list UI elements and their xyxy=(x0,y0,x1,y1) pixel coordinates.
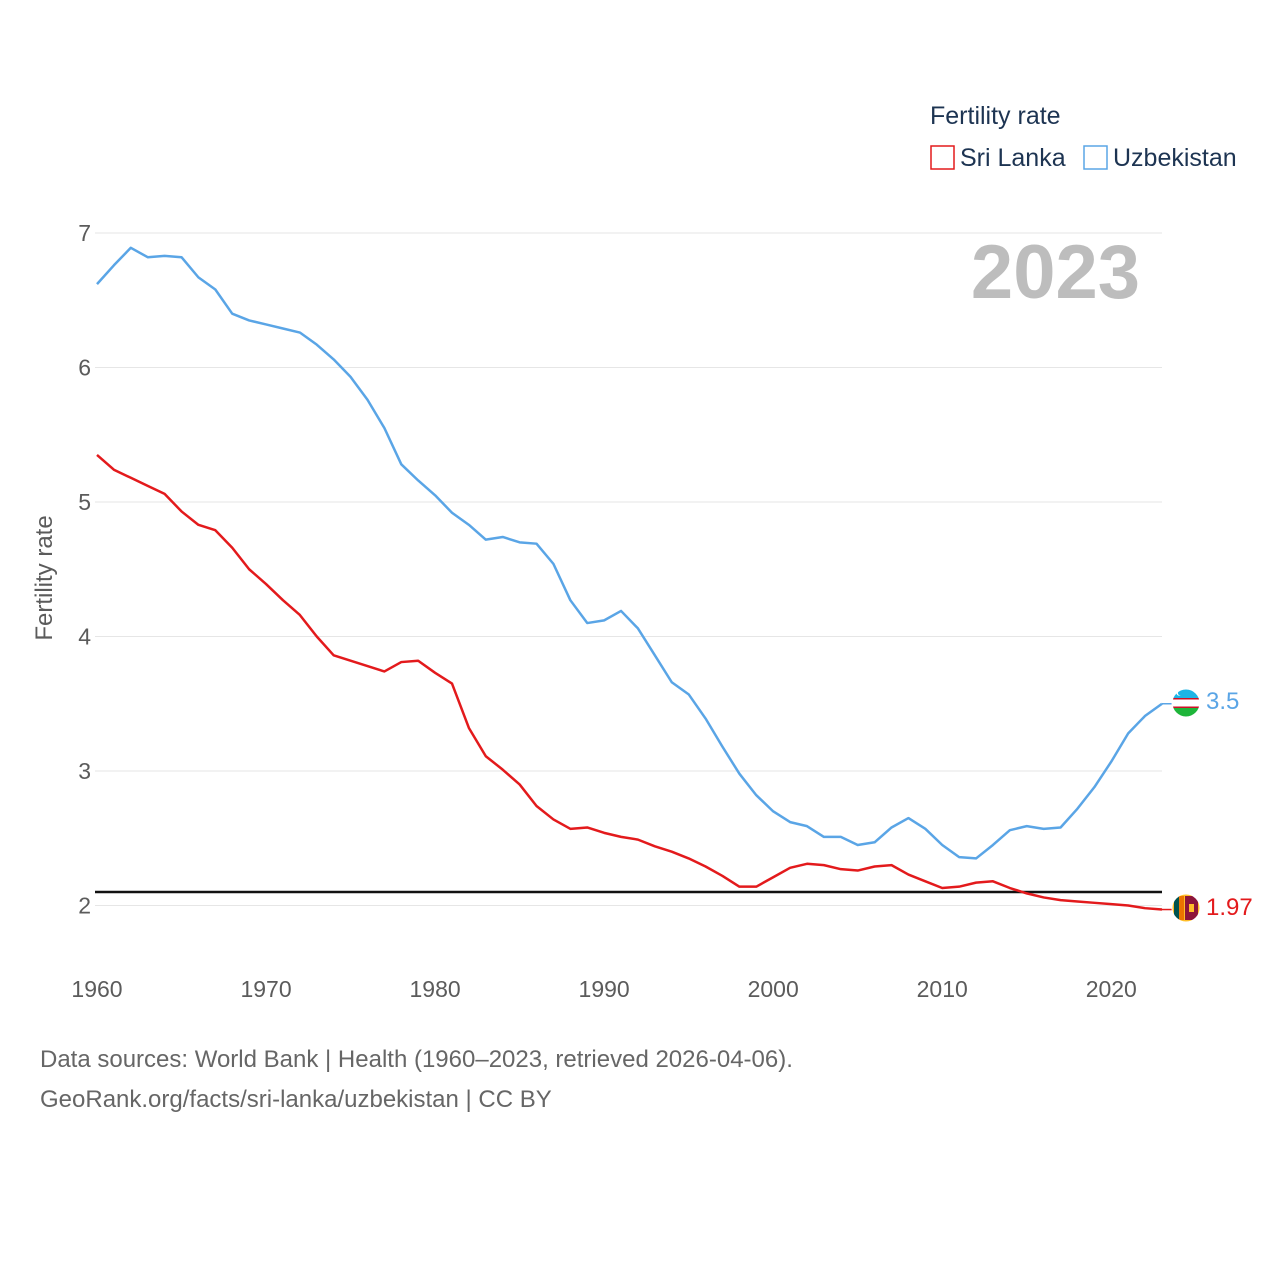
x-tick-1990: 1990 xyxy=(579,976,630,1002)
legend-swatch-uzbekistan xyxy=(1083,145,1108,170)
series-line-sri-lanka xyxy=(96,453,1163,911)
end-value-uzbekistan: 3.5 xyxy=(1206,688,1239,715)
x-tick-2000: 2000 xyxy=(748,976,799,1002)
legend-item-uzbekistan[interactable]: Uzbekistan xyxy=(1083,144,1237,172)
series-lines xyxy=(96,246,1172,911)
x-tick-2020: 2020 xyxy=(1086,976,1137,1002)
source-notes: Data sources: World Bank | Health (1960–… xyxy=(40,1040,793,1120)
y-axis-ticks: 2 3 4 5 6 7 xyxy=(78,220,91,919)
y-tick-3: 3 xyxy=(78,758,91,784)
legend-label-sri-lanka: Sri Lanka xyxy=(960,144,1066,172)
legend: Fertility rate Sri Lanka Uzbekistan xyxy=(930,102,1237,172)
x-axis-ticks: 1960 1970 1980 1990 2000 2010 2020 xyxy=(71,976,1136,1002)
x-tick-1960: 1960 xyxy=(71,976,122,1002)
y-axis-label: Fertility rate xyxy=(31,515,58,640)
y-tick-2: 2 xyxy=(78,893,91,919)
y-tick-5: 5 xyxy=(78,489,91,515)
x-tick-1980: 1980 xyxy=(410,976,461,1002)
series-line-uzbekistan xyxy=(96,246,1163,860)
end-value-sri-lanka: 1.97 xyxy=(1206,894,1253,921)
uzbekistan-flag-icon xyxy=(1171,688,1201,718)
x-tick-2010: 2010 xyxy=(917,976,968,1002)
year-label: 2023 xyxy=(971,230,1140,315)
gridlines xyxy=(95,232,1162,906)
x-tick-1970: 1970 xyxy=(240,976,291,1002)
sri-lanka-flag-icon xyxy=(1171,893,1201,923)
legend-label-uzbekistan: Uzbekistan xyxy=(1113,144,1237,172)
y-tick-4: 4 xyxy=(78,624,91,650)
source-line-1: Data sources: World Bank | Health (1960–… xyxy=(40,1046,793,1073)
source-line-2[interactable]: GeoRank.org/facts/sri-lanka/uzbekistan |… xyxy=(40,1086,552,1113)
legend-swatch-sri-lanka xyxy=(930,145,955,170)
y-tick-6: 6 xyxy=(78,355,91,381)
legend-title: Fertility rate xyxy=(930,102,1061,130)
legend-item-sri-lanka[interactable]: Sri Lanka xyxy=(930,144,1066,172)
y-tick-7: 7 xyxy=(78,220,91,246)
